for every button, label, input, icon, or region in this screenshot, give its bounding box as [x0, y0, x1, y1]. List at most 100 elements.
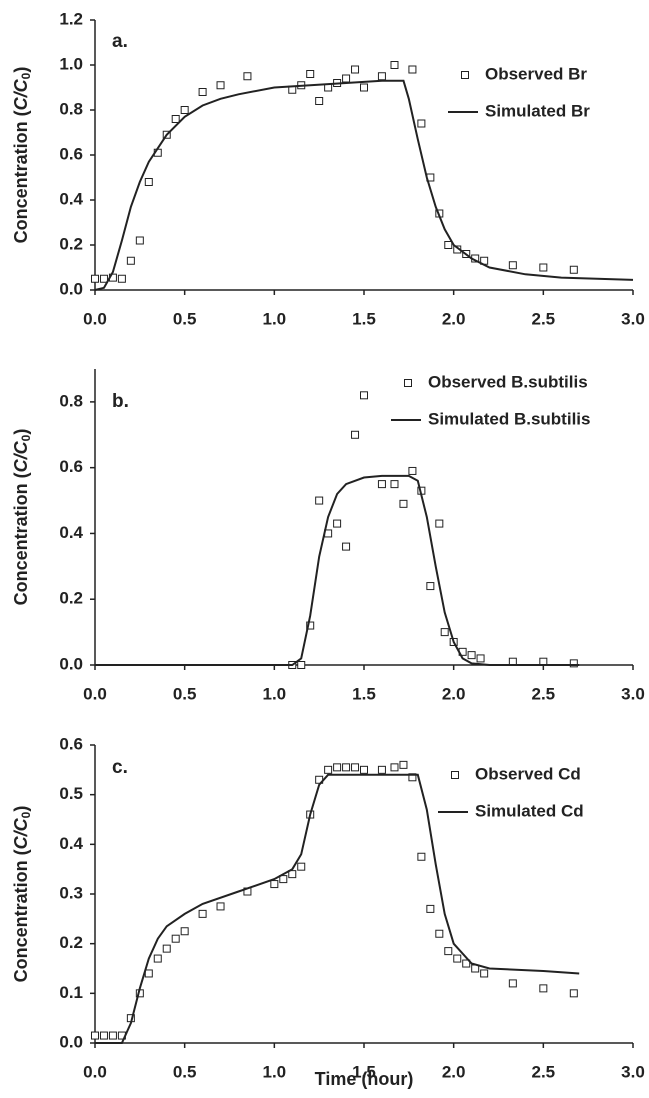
observed-point — [324, 765, 333, 774]
simulated-line — [95, 474, 580, 666]
observed-point — [297, 862, 306, 871]
observed-point — [435, 929, 444, 938]
x-tick-label: 2.5 — [532, 309, 556, 328]
x-tick-label: 1.5 — [352, 684, 376, 703]
observed-point — [444, 241, 453, 249]
observed-point — [453, 954, 462, 963]
observed-point — [569, 265, 578, 274]
observed-point — [462, 959, 471, 968]
observed-point — [171, 115, 180, 123]
observed-point — [539, 984, 548, 993]
observed-point — [162, 944, 171, 953]
x-tick-label: 0.5 — [173, 1062, 197, 1081]
observed-point — [198, 88, 207, 96]
observed-point — [444, 947, 453, 956]
legend-label: Simulated Cd — [475, 801, 584, 820]
panel-label: b. — [112, 391, 129, 412]
x-tick-label: 3.0 — [621, 684, 645, 703]
simulated-line — [95, 773, 580, 1044]
observed-point — [243, 72, 252, 81]
x-tick-label: 1.0 — [263, 309, 287, 328]
observed-point — [171, 934, 180, 943]
observed-point — [377, 765, 386, 774]
simulated-line — [94, 79, 634, 291]
legend-marker — [461, 71, 469, 79]
y-tick-label: 0.4 — [59, 189, 83, 208]
panel-label: a. — [112, 31, 128, 52]
observed-point — [476, 654, 485, 663]
observed-point — [99, 274, 108, 283]
y-tick-label: 0.0 — [59, 279, 83, 298]
observed-point — [180, 106, 189, 114]
x-tick-label: 0.0 — [83, 1062, 107, 1081]
observed-point — [408, 466, 417, 475]
observed-point — [306, 621, 315, 630]
x-tick-label: 3.0 — [621, 1062, 645, 1081]
observed-point — [390, 61, 399, 69]
x-tick-label: 1.5 — [352, 1062, 376, 1081]
observed-point — [426, 904, 435, 913]
observed-point — [126, 256, 135, 265]
y-tick-label: 0.4 — [59, 523, 83, 542]
observed-point — [342, 763, 351, 772]
observed-point — [288, 870, 297, 879]
x-tick-label: 1.0 — [263, 684, 287, 703]
observed-point — [435, 519, 444, 528]
observed-point — [351, 430, 360, 439]
observed-point — [91, 274, 99, 283]
x-tick-label: 2.0 — [442, 1062, 466, 1081]
observed-point — [360, 391, 368, 400]
observed-point — [333, 763, 342, 772]
observed-point — [390, 480, 399, 489]
observed-point — [508, 979, 517, 988]
legend-label: Simulated B.subtilis — [428, 409, 590, 428]
observed-point — [360, 765, 368, 774]
legend-label: Observed Br — [485, 64, 587, 83]
observed-point — [360, 83, 368, 92]
observed-point — [399, 760, 408, 769]
x-tick-label: 2.0 — [442, 684, 466, 703]
x-tick-label: 1.5 — [352, 309, 376, 328]
y-axis-label: Concentration (C/C0) — [11, 67, 33, 244]
observed-point — [144, 178, 153, 186]
observed-point — [144, 969, 153, 978]
x-tick-label: 2.5 — [532, 1062, 556, 1081]
y-tick-label: 0.5 — [59, 784, 83, 803]
observed-point — [569, 989, 578, 998]
observed-point — [270, 880, 279, 889]
observed-point — [408, 65, 417, 74]
y-tick-label: 0.8 — [59, 391, 83, 410]
y-tick-label: 0.2 — [59, 589, 83, 608]
observed-point — [390, 763, 399, 772]
legend-label: Simulated Br — [485, 101, 590, 120]
observed-point — [153, 954, 162, 963]
legend-marker — [451, 771, 459, 779]
observed-point — [417, 852, 426, 861]
x-axis-label: Time (hour) — [315, 1069, 414, 1089]
legend-label: Observed Cd — [475, 764, 581, 783]
y-tick-label: 1.2 — [59, 9, 83, 28]
observed-point — [333, 519, 342, 528]
y-tick-label: 0.1 — [59, 983, 83, 1002]
observed-point — [426, 582, 435, 591]
observed-point — [440, 628, 449, 637]
y-tick-label: 1.0 — [59, 54, 83, 73]
y-tick-label: 0.0 — [59, 654, 83, 673]
x-tick-label: 1.0 — [263, 1062, 287, 1081]
observed-point — [315, 97, 324, 105]
y-axis-label: Concentration (C/C0) — [11, 429, 33, 606]
legend-marker — [404, 379, 412, 387]
observed-point — [342, 74, 351, 83]
observed-point — [216, 81, 225, 90]
observed-point — [99, 1031, 108, 1040]
observed-point — [297, 661, 306, 669]
x-tick-label: 3.0 — [621, 309, 645, 328]
panel-label: c. — [112, 757, 128, 778]
y-tick-label: 0.2 — [59, 933, 83, 952]
observed-point — [351, 763, 360, 772]
y-tick-label: 0.3 — [59, 883, 83, 902]
observed-point — [467, 651, 476, 660]
y-tick-label: 0.2 — [59, 234, 83, 253]
observed-point — [91, 1031, 99, 1040]
